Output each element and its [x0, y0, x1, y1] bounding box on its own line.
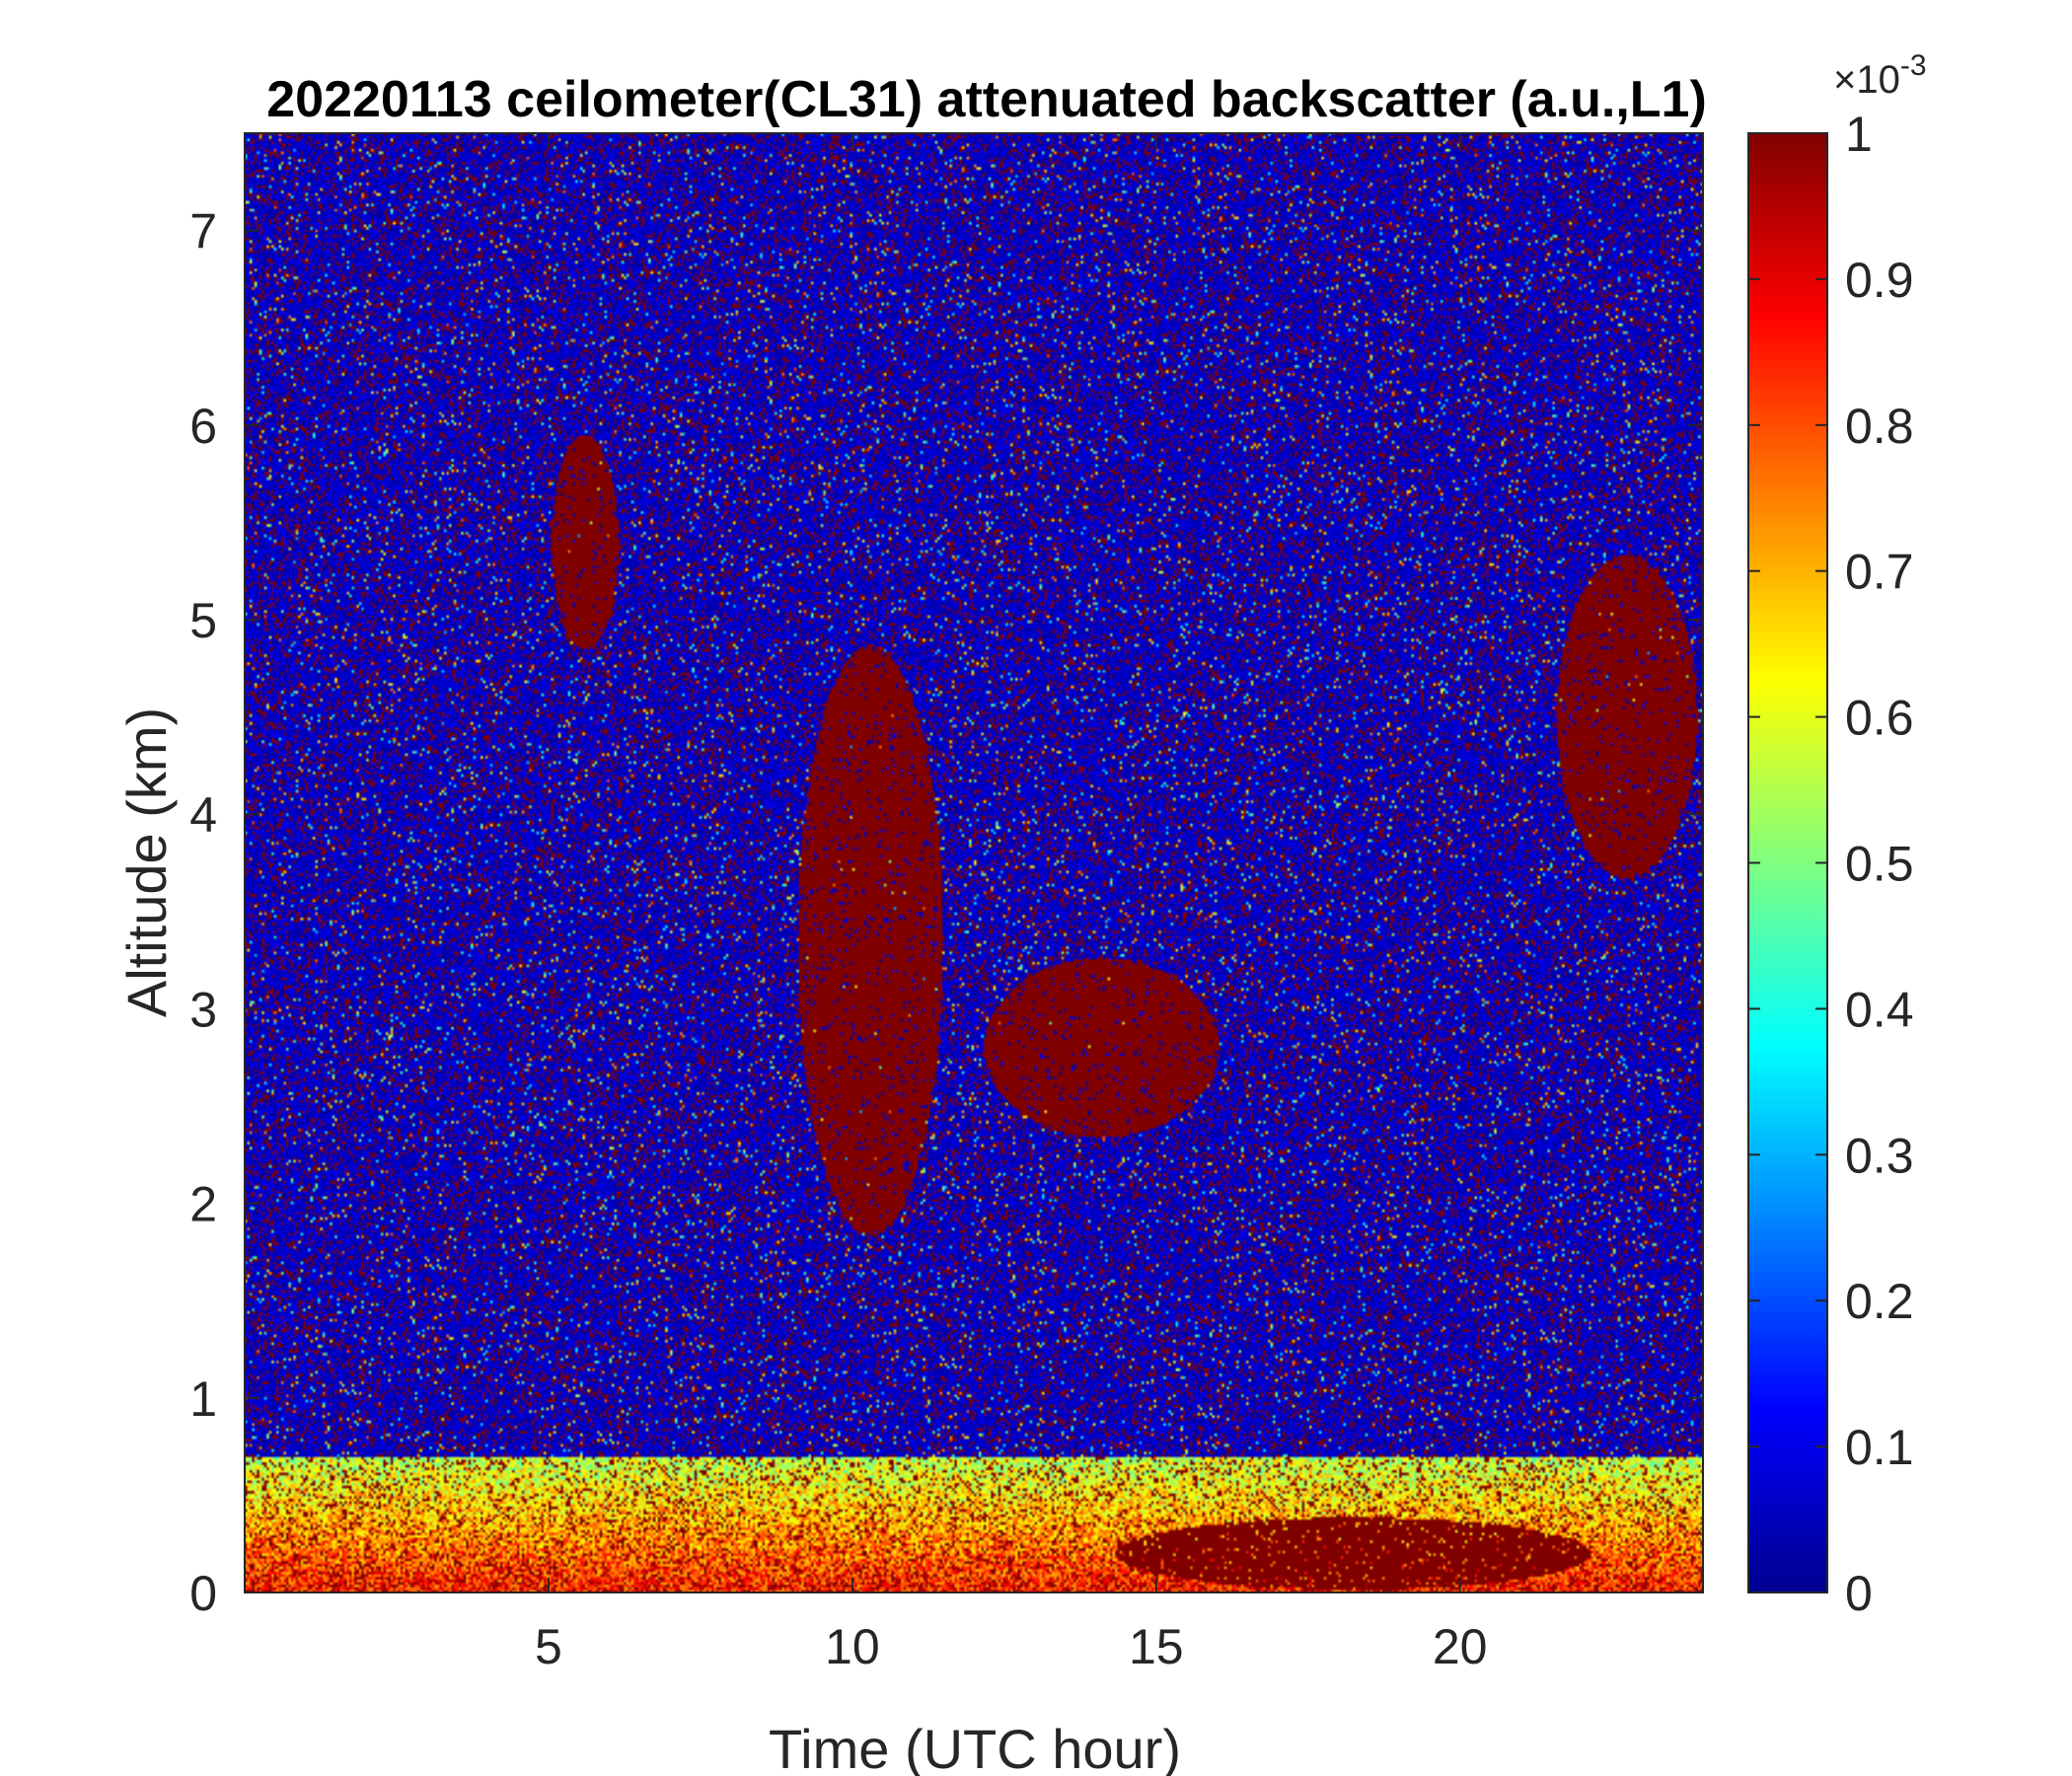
- y-axis-ticks: 0 1 2 3 4 5 6 7: [189, 204, 1703, 1621]
- backscatter-heatmap: [245, 133, 1703, 1592]
- colorbar: 0 0.1 0.2 0.3 0.4 0.5 0.6 0.7 0.8 0.9 1 ×10-3: [1747, 49, 1927, 1621]
- y-tick-label: 5: [189, 593, 217, 648]
- colorbar-exponent: ×10-3: [1833, 49, 1927, 102]
- plot-area: 5 10 15 20 0 1 2 3 4 5 6 7: [189, 132, 1704, 1674]
- colorbar-tick-label: 0.6: [1845, 691, 1914, 746]
- y-tick-label: 0: [189, 1566, 217, 1621]
- colorbar-gradient: [1748, 133, 1827, 1592]
- colorbar-tick-label: 0.4: [1845, 982, 1914, 1037]
- colorbar-tick-label: 0: [1845, 1566, 1873, 1621]
- x-tick-label: 20: [1433, 1619, 1488, 1674]
- y-tick-label: 6: [189, 399, 217, 454]
- colorbar-tick-label: 0.9: [1845, 253, 1914, 308]
- colorbar-tick-label: 0.5: [1845, 837, 1914, 892]
- colorbar-tick-label: 0.3: [1845, 1128, 1914, 1183]
- colorbar-tick-label: 1: [1845, 107, 1873, 162]
- colorbar-tick-label: 0.8: [1845, 399, 1914, 454]
- colorbar-tick-label: 0.1: [1845, 1420, 1914, 1475]
- colorbar-exponent-base: ×10: [1833, 58, 1900, 102]
- y-tick-label: 3: [189, 982, 217, 1037]
- y-axis-label: Altitude (km): [115, 707, 178, 1017]
- y-tick-label: 4: [189, 787, 217, 843]
- colorbar-tick-label: 0.2: [1845, 1274, 1914, 1329]
- y-tick-label: 1: [189, 1371, 217, 1427]
- colorbar-ticks: 0 0.1 0.2 0.3 0.4 0.5 0.6 0.7 0.8 0.9 1: [1748, 107, 1914, 1621]
- x-tick-label: 5: [535, 1619, 562, 1674]
- plot-frame: [244, 132, 1704, 1593]
- colorbar-exponent-power: -3: [1900, 49, 1927, 82]
- x-tick-label: 10: [825, 1619, 880, 1674]
- chart-title: 20220113 ceilometer(CL31) attenuated bac…: [266, 71, 1707, 128]
- y-tick-label: 2: [189, 1177, 217, 1232]
- x-axis-label: Time (UTC hour): [769, 1718, 1181, 1776]
- colorbar-tick-label: 0.7: [1845, 545, 1914, 600]
- x-axis-ticks: 5 10 15 20: [535, 133, 1487, 1674]
- y-tick-label: 7: [189, 204, 217, 259]
- x-tick-label: 15: [1129, 1619, 1184, 1674]
